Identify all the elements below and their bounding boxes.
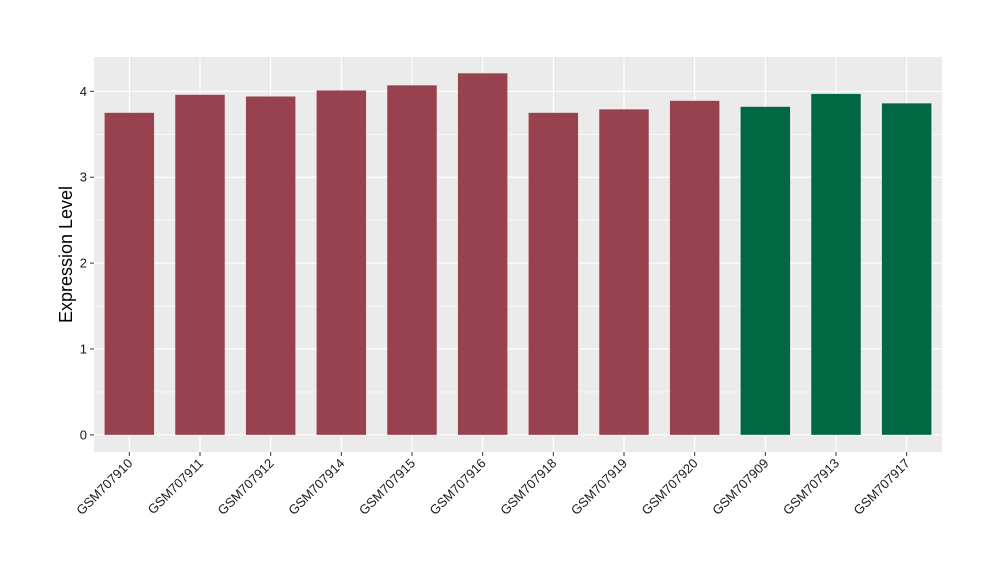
x-tick-label: GSM707913 bbox=[780, 456, 842, 518]
bar-GSM707916 bbox=[457, 73, 508, 435]
bar-GSM707918 bbox=[528, 112, 579, 435]
x-tick-label: GSM707916 bbox=[427, 456, 489, 518]
y-axis-title: Expression Level bbox=[56, 186, 76, 323]
x-tick-label: GSM707918 bbox=[497, 456, 559, 518]
bar-GSM707910 bbox=[104, 112, 155, 435]
x-tick-label: GSM707909 bbox=[709, 456, 771, 518]
bar-GSM707917 bbox=[881, 103, 932, 435]
x-tick-label: GSM707919 bbox=[568, 456, 630, 518]
bar-GSM707920 bbox=[669, 100, 720, 435]
y-tick-label: 1 bbox=[80, 341, 87, 356]
x-tick-label: GSM707912 bbox=[215, 456, 277, 518]
bar-GSM707909 bbox=[740, 106, 791, 435]
y-tick-label: 3 bbox=[80, 170, 87, 185]
x-tick-label: GSM707911 bbox=[145, 456, 207, 518]
y-tick-label: 0 bbox=[80, 427, 87, 442]
bar-GSM707912 bbox=[245, 96, 296, 435]
bar-GSM707915 bbox=[387, 85, 437, 435]
plot-panel bbox=[94, 57, 942, 452]
y-tick-label: 2 bbox=[80, 256, 87, 271]
bar-GSM707914 bbox=[316, 90, 367, 435]
x-tick-label: GSM707920 bbox=[639, 456, 701, 518]
bar-GSM707911 bbox=[175, 94, 225, 435]
y-tick-label: 4 bbox=[80, 84, 87, 99]
bar-GSM707919 bbox=[599, 109, 649, 435]
x-tick-label: GSM707914 bbox=[285, 456, 347, 518]
x-tick-label: GSM707910 bbox=[73, 456, 135, 518]
x-axis-ticks: GSM707910 GSM707911 GSM707912 GSM707914 GSM7… bbox=[73, 452, 913, 518]
bars bbox=[104, 73, 932, 435]
bar-GSM707913 bbox=[811, 93, 861, 435]
x-tick-label: GSM707915 bbox=[356, 456, 418, 518]
x-tick-label: GSM707917 bbox=[851, 456, 913, 518]
y-axis-ticks: 0 1 2 3 4 bbox=[80, 84, 94, 442]
